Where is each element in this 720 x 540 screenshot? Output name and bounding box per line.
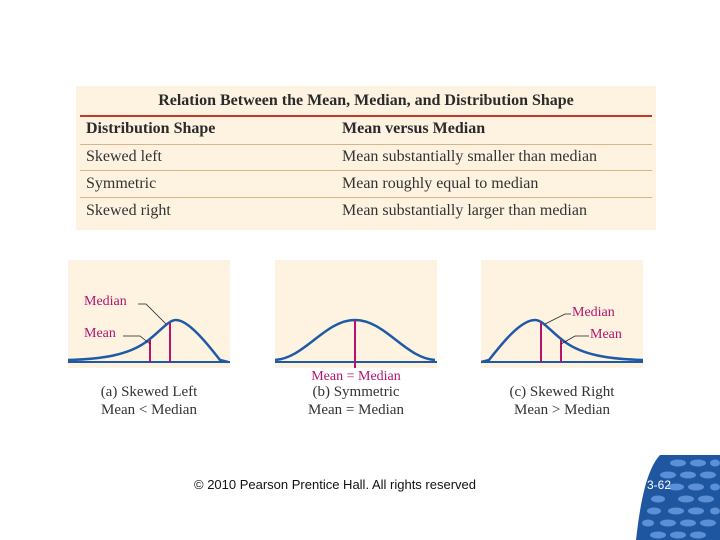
- panel-skewed-left: Median Mean: [68, 260, 230, 368]
- copyright-footer: © 2010 Pearson Prentice Hall. All rights…: [194, 477, 476, 492]
- skewed-left-curve-graphic: [68, 303, 230, 364]
- row-symmetric-shape: Symmetric: [86, 175, 157, 192]
- table-divider: [80, 144, 652, 145]
- table-divider: [80, 197, 652, 198]
- symmetric-curve-graphic: [275, 318, 437, 368]
- header-distribution-shape: Distribution Shape: [86, 120, 216, 137]
- mean-label: Mean: [590, 327, 622, 342]
- row-skewed-left-relation: Mean substantially smaller than median: [342, 148, 598, 165]
- panel-skewed-right: Median Mean: [481, 260, 643, 368]
- median-label: Median: [572, 305, 615, 320]
- corner-decoration-graphic: [636, 455, 720, 540]
- skewed-right-curve-graphic: [481, 313, 643, 364]
- caption-skewed-left-relation: Mean < Median: [101, 402, 197, 418]
- caption-skewed-right: (c) Skewed Right: [509, 384, 615, 400]
- table-title: Relation Between the Mean, Median, and D…: [158, 92, 574, 109]
- slide-number: 3-62: [647, 478, 672, 492]
- row-skewed-left-shape: Skewed left: [86, 148, 162, 165]
- caption-symmetric-relation: Mean = Median: [308, 402, 404, 418]
- row-skewed-right-shape: Skewed right: [86, 202, 171, 219]
- panel-symmetric: [275, 260, 437, 368]
- caption-skewed-right-relation: Mean > Median: [514, 402, 610, 418]
- row-symmetric-relation: Mean roughly equal to median: [342, 175, 539, 192]
- caption-symmetric: (b) Symmetric: [312, 384, 400, 400]
- median-label: Median: [84, 294, 127, 309]
- table-divider: [80, 170, 652, 171]
- distribution-table: Relation Between the Mean, Median, and D…: [76, 86, 656, 230]
- mean-label: Mean: [84, 326, 116, 341]
- mean-equals-median-label: Mean = Median: [311, 369, 401, 384]
- header-mean-vs-median: Mean versus Median: [342, 120, 486, 137]
- table-rule: [80, 115, 652, 117]
- row-skewed-right-relation: Mean substantially larger than median: [342, 202, 587, 219]
- caption-skewed-left: (a) Skewed Left: [100, 384, 198, 400]
